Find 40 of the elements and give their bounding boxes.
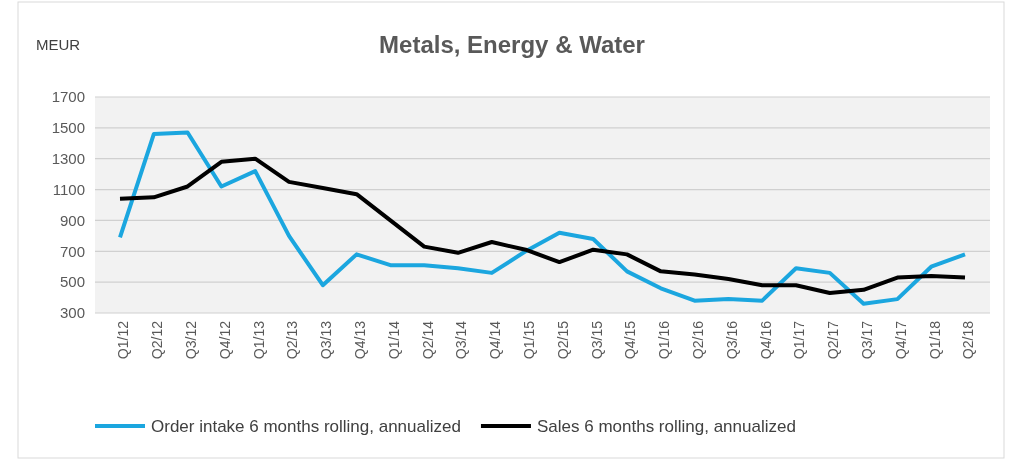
y-tick-label: 1500 [51,119,85,137]
y-tick-label: 700 [59,242,85,260]
line-series [118,156,967,295]
x-tick-label: Q2/13 [284,320,301,360]
chart-title: Metals, Energy & Water [379,31,645,58]
x-tick-label: Q4/16 [757,320,774,360]
y-tick-label: 1300 [51,150,85,168]
legend-label: Order intake 6 months rolling, annualized [151,417,461,436]
x-tick-label: Q1/15 [521,320,537,360]
x-tick-label: Q1/17 [791,320,808,360]
x-tick-label: Q3/12 [183,320,199,360]
y-axis-title: MEUR [36,36,81,53]
x-tick-label: Q1/12 [115,320,132,360]
x-tick-label: Q2/15 [554,320,571,360]
x-tick-label: Q1/18 [926,320,943,360]
x-tick-label: Q4/12 [216,320,233,360]
y-tick-label: 1700 [51,88,85,106]
x-tick-label: Q4/15 [622,320,639,360]
x-tick-label: Q1/13 [250,320,267,360]
y-tick-label: 1100 [52,180,85,198]
x-tick-label: Q1/16 [656,320,673,360]
x-tick-label: Q4/14 [487,320,504,360]
x-tick-label: Q2/17 [825,320,842,360]
x-tick-label: Q4/13 [352,320,368,360]
legend-label: Sales 6 months rolling, annualized [536,417,796,436]
x-tick-label: Q3/17 [859,320,875,360]
x-tick-label: Q2/12 [149,320,166,360]
x-tick-label: Q2/14 [419,320,436,360]
x-tick-label: Q4/17 [892,320,909,360]
x-tick-label: Q1/14 [385,320,402,360]
line-series [118,130,967,306]
y-tick-label: 300 [59,304,85,322]
y-tick-label: 500 [59,273,85,291]
x-tick-label: Q2/16 [690,320,706,360]
x-tick-label: Q3/15 [588,320,605,360]
x-tick-label: Q3/16 [723,320,740,360]
x-tick-label: Q3/14 [453,320,470,360]
y-tick-label: 900 [59,211,85,229]
x-tick-label: Q2/18 [960,320,977,360]
x-tick-label: Q3/13 [318,320,335,360]
